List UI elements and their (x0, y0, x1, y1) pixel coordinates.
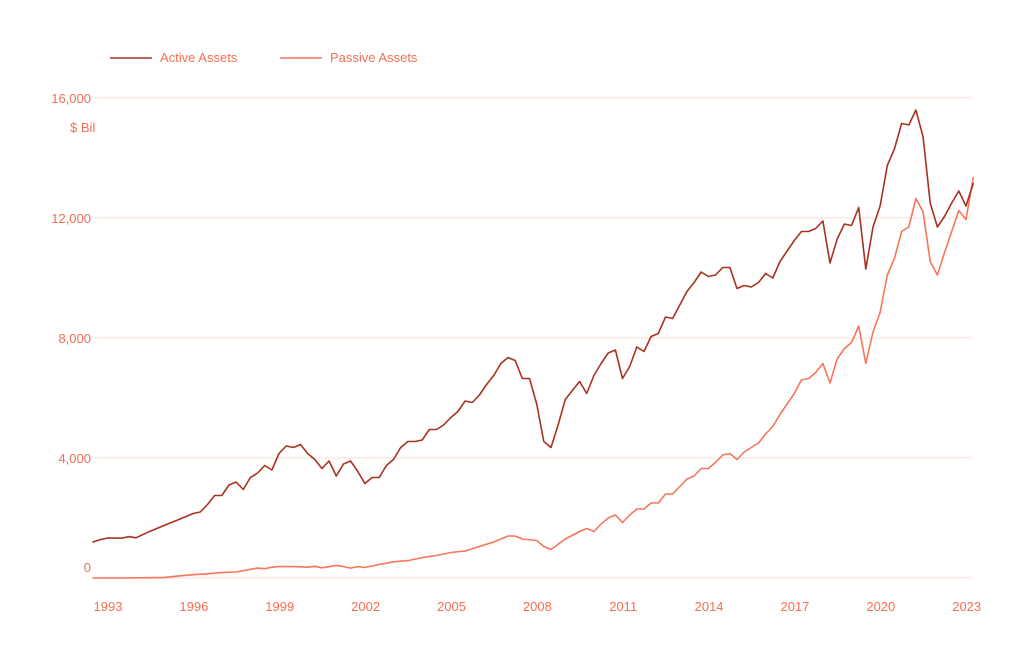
gridlines (93, 97, 971, 579)
x-tick-label: 1999 (265, 599, 294, 614)
y-axis-unit-label: $ Bil (70, 120, 95, 135)
x-tick-label: 2020 (866, 599, 895, 614)
x-tick-label: 2014 (695, 599, 724, 614)
x-axis-ticks: 1993 1996 1999 2002 2005 2008 2011 2014 2017 2020… (94, 599, 982, 614)
y-axis-ticks: 0 4,000 8,000 12,000 16,000 (51, 91, 91, 575)
y-tick-label: 0 (84, 560, 91, 575)
legend-label-passive-assets: Passive Assets (330, 50, 418, 65)
series-lines (92, 109, 975, 579)
x-tick-label: 1996 (179, 599, 208, 614)
x-tick-label: 2017 (780, 599, 809, 614)
x-tick-label: 2023 (952, 599, 981, 614)
y-tick-label: 4,000 (58, 451, 91, 466)
y-tick-label: 12,000 (51, 211, 91, 226)
series-line-active-assets (92, 109, 975, 543)
legend: Active Assets Passive Assets (110, 50, 418, 65)
x-tick-label: 2008 (523, 599, 552, 614)
x-tick-label: 2002 (351, 599, 380, 614)
x-tick-label: 1993 (94, 599, 123, 614)
series-line-passive-assets (92, 176, 975, 579)
legend-label-active-assets: Active Assets (160, 50, 238, 65)
x-tick-label: 2011 (609, 599, 637, 614)
x-tick-label: 2005 (437, 599, 466, 614)
y-tick-label: 16,000 (51, 91, 91, 106)
y-tick-label: 8,000 (58, 331, 91, 346)
